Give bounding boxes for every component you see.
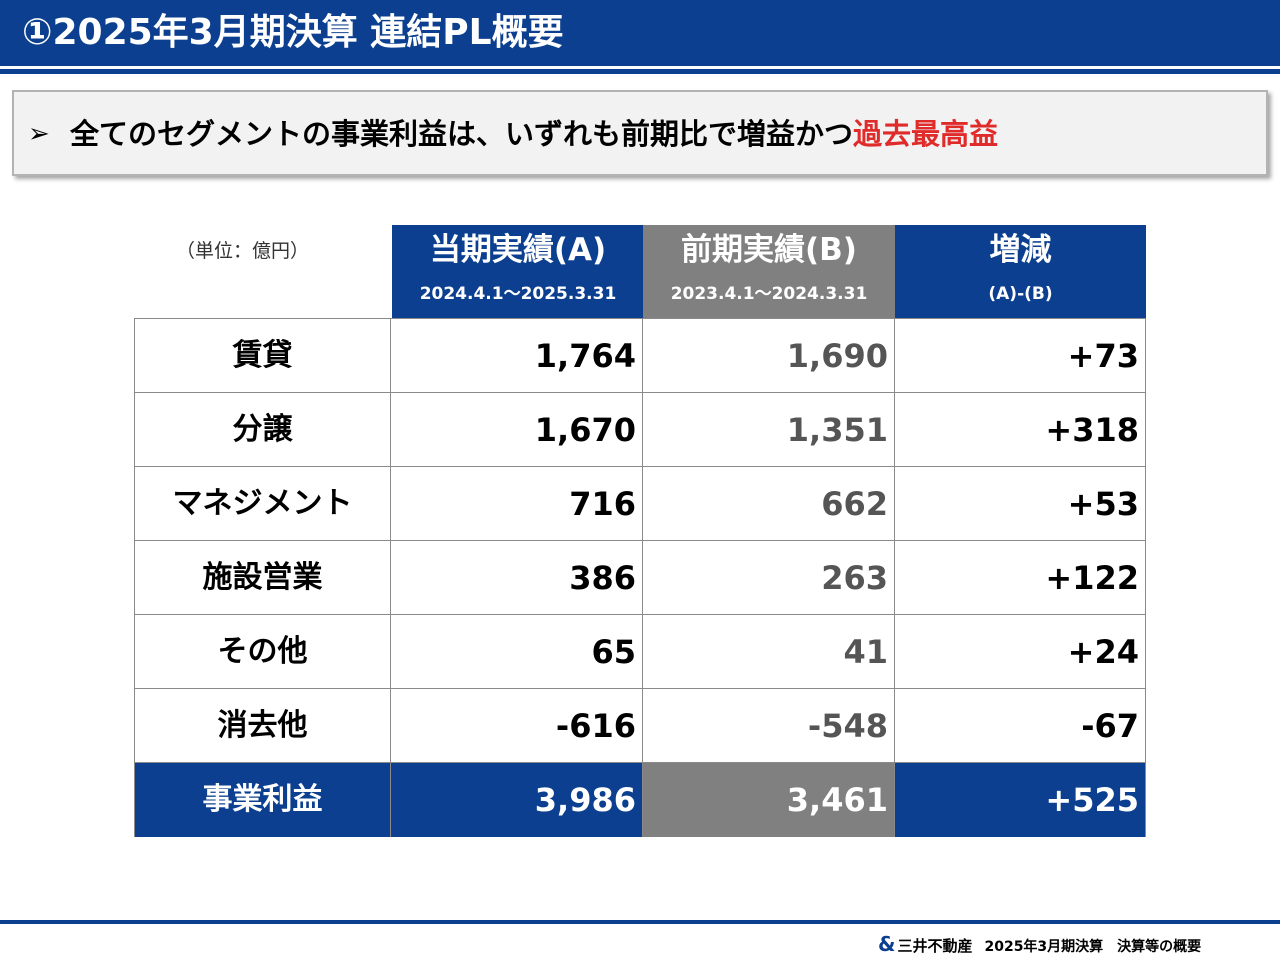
total-prior-value: 3,461 <box>643 763 895 837</box>
document-name: 2025年3月期決算 決算等の概要 <box>984 939 1202 955</box>
title-bar: ①2025年3月期決算 連結PL概要 <box>0 0 1280 66</box>
current-value: 1,670 <box>391 393 643 467</box>
current-value: -616 <box>391 689 643 763</box>
segment-label: 賃貸 <box>134 319 391 393</box>
current-value: 65 <box>391 615 643 689</box>
segment-label: 消去他 <box>134 689 391 763</box>
segment-label: 施設営業 <box>134 541 391 615</box>
bullet-arrow-icon: ➢ <box>28 119 50 149</box>
prior-value: -548 <box>643 689 895 763</box>
header-current-title: 当期実績(A) <box>429 232 607 268</box>
table-row: 賃貸 1,764 1,690 +73 <box>134 319 1146 393</box>
company-name: 三井不動産 <box>897 937 973 955</box>
change-value: +53 <box>895 467 1146 541</box>
table-row: その他 65 41 +24 <box>134 615 1146 689</box>
unit-label: （単位：億円） <box>176 240 310 262</box>
prior-value: 662 <box>643 467 895 541</box>
header-current-period: 当期実績(A) 2024.4.1～2025.3.31 <box>392 225 644 318</box>
header-prior-title: 前期実績(B) <box>681 232 857 268</box>
header-prior-dates: 2023.4.1～2024.3.31 <box>670 284 868 304</box>
prior-value: 263 <box>643 541 895 615</box>
headline-main: 全てのセグメントの事業利益は、いずれも前期比で増益かつ <box>70 117 854 151</box>
current-value: 386 <box>391 541 643 615</box>
current-value: 1,764 <box>391 319 643 393</box>
footer-divider <box>0 920 1280 924</box>
table-row: 分譲 1,670 1,351 +318 <box>134 393 1146 467</box>
headline-text: 全てのセグメントの事業利益は、いずれも前期比で増益かつ過去最高益 <box>70 114 998 154</box>
header-change-title: 増減 <box>989 232 1052 268</box>
change-value: +318 <box>895 393 1146 467</box>
results-table: 賃貸 1,764 1,690 +73 分譲 1,670 1,351 +318 マ… <box>134 318 1146 837</box>
change-value: +122 <box>895 541 1146 615</box>
prior-value: 1,690 <box>643 319 895 393</box>
title-divider <box>0 69 1280 74</box>
header-change-formula: (A)-(B) <box>988 284 1053 304</box>
total-label: 事業利益 <box>134 763 391 837</box>
prior-value: 1,351 <box>643 393 895 467</box>
table-row: 施設営業 386 263 +122 <box>134 541 1146 615</box>
headline-box: ➢ 全てのセグメントの事業利益は、いずれも前期比で増益かつ過去最高益 <box>12 90 1268 176</box>
change-value: -67 <box>895 689 1146 763</box>
prior-value: 41 <box>643 615 895 689</box>
page-title: ①2025年3月期決算 連結PL概要 <box>22 12 564 53</box>
header-prior-period: 前期実績(B) 2023.4.1～2024.3.31 <box>643 225 895 318</box>
footer: & 三井不動産 2025年3月期決算 決算等の概要 <box>878 932 1201 956</box>
change-value: +24 <box>895 615 1146 689</box>
header-current-dates: 2024.4.1～2025.3.31 <box>419 284 617 304</box>
current-value: 716 <box>391 467 643 541</box>
total-current-value: 3,986 <box>391 763 643 837</box>
total-row: 事業利益 3,986 3,461 +525 <box>134 763 1146 837</box>
change-value: +73 <box>895 319 1146 393</box>
table-row: マネジメント 716 662 +53 <box>134 467 1146 541</box>
headline-highlight: 過去最高益 <box>853 117 999 151</box>
total-change-value: +525 <box>895 763 1146 837</box>
header-change: 増減 (A)-(B) <box>895 225 1146 318</box>
company-logo-icon: & <box>878 932 896 956</box>
segment-label: マネジメント <box>134 467 391 541</box>
table-row: 消去他 -616 -548 -67 <box>134 689 1146 763</box>
segment-label: 分譲 <box>134 393 391 467</box>
segment-label: その他 <box>134 615 391 689</box>
